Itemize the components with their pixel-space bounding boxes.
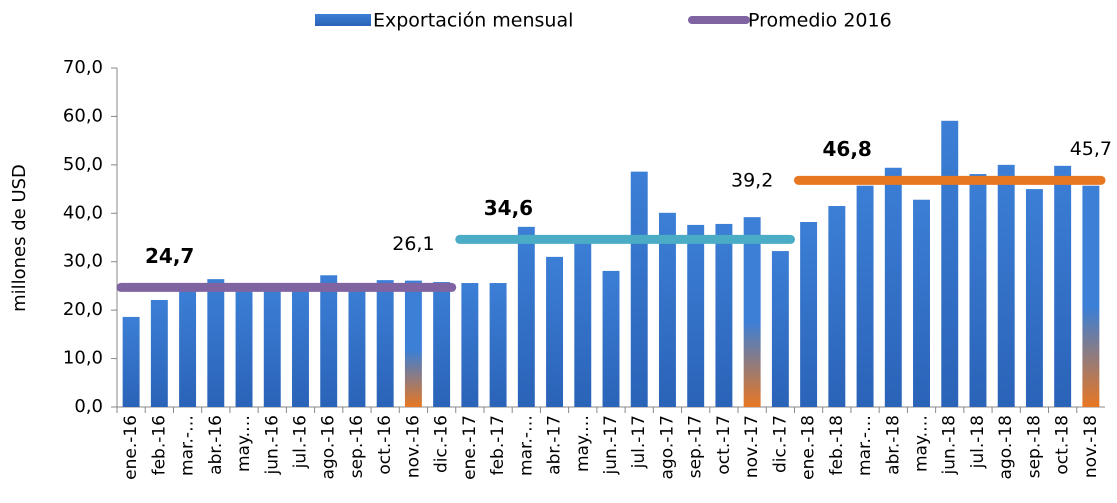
y-tick-label: 40,0 (63, 202, 103, 223)
bar (489, 283, 507, 407)
bar (1054, 165, 1072, 407)
x-tick-label: sep.-18 (1024, 415, 1044, 478)
x-tick-label: may.… (234, 415, 254, 472)
x-tick-label: oct.-16 (375, 415, 395, 475)
x-tick-label: jun.-17 (601, 415, 621, 475)
bar (715, 223, 733, 407)
bar (404, 280, 422, 407)
bar (630, 171, 648, 407)
bar (376, 280, 394, 407)
bar (884, 167, 902, 407)
x-tick-label: abr.-17 (545, 415, 565, 475)
x-tick-label: mar.-… (855, 415, 875, 476)
x-tick-label: ago.-17 (657, 415, 677, 479)
x-tick-label: feb.-16 (149, 415, 169, 475)
bar (969, 174, 987, 407)
average-label: 46,8 (822, 137, 871, 161)
bar (150, 299, 168, 407)
bar (433, 282, 451, 407)
x-tick-label: nov.-17 (742, 415, 762, 478)
bar (1025, 189, 1043, 407)
y-tick-label: 20,0 (63, 299, 103, 320)
x-tick-label: jun.-18 (940, 415, 960, 475)
legend-label: Promedio 2016 (748, 10, 892, 32)
x-tick-label: abr.-18 (883, 415, 903, 475)
bar (602, 270, 620, 407)
x-tick-label: sep.-17 (686, 415, 706, 478)
y-tick-label: 10,0 (63, 348, 103, 369)
x-tick-label: ago.-18 (996, 415, 1016, 479)
data-label: 39,2 (731, 170, 773, 192)
x-tick-label: nov.-18 (1081, 415, 1101, 478)
x-tick-label: mar.-… (178, 415, 198, 476)
x-tick-label: jul.-17 (629, 415, 649, 469)
bar (771, 251, 789, 407)
y-tick-label: 0,0 (74, 396, 103, 417)
y-tick-label: 30,0 (63, 251, 103, 272)
x-tick-label: oct.-17 (714, 415, 734, 475)
bar (320, 275, 338, 407)
legend-label: Exportación mensual (373, 10, 573, 32)
x-tick-label: dic.-16 (432, 415, 452, 473)
x-tick-label: oct.-18 (1053, 415, 1073, 475)
bar (913, 199, 930, 407)
x-tick-label: sep.-16 (347, 415, 367, 478)
bar (461, 283, 479, 407)
x-tick-label: dic.-17 (770, 415, 790, 473)
x-tick-label: may.… (573, 415, 593, 472)
data-label: 26,1 (392, 233, 434, 255)
bar (574, 241, 592, 407)
x-tick-label: mar.-… (516, 415, 536, 476)
average-label: 34,6 (484, 196, 533, 220)
x-tick-label: jul.-18 (968, 415, 988, 469)
x-tick-label: feb.-17 (488, 415, 508, 475)
bar (1082, 185, 1100, 407)
x-tick-label: ene.-16 (121, 415, 141, 480)
y-tick-label: 50,0 (63, 154, 103, 175)
bar (517, 226, 535, 407)
bar (122, 316, 140, 407)
x-tick-label: ene.-18 (799, 415, 819, 480)
x-tick-label: feb.-18 (827, 415, 847, 475)
bar (546, 256, 564, 407)
bar (179, 288, 197, 407)
bar (941, 120, 959, 407)
x-tick-label: ago.-16 (319, 415, 339, 479)
bar (658, 212, 676, 407)
bar (348, 283, 366, 407)
x-tick-label: ene.-17 (460, 415, 480, 480)
y-tick-label: 60,0 (63, 105, 103, 126)
bar (800, 222, 818, 407)
bar (997, 164, 1015, 407)
bar (743, 217, 761, 407)
x-tick-label: abr.-16 (206, 415, 226, 475)
average-label: 24,7 (145, 244, 194, 268)
bar (687, 224, 705, 407)
x-tick-label: may.… (912, 415, 932, 472)
bar (235, 285, 253, 407)
bar (856, 185, 874, 407)
x-tick-label: jun.-16 (262, 415, 282, 475)
bar (828, 206, 846, 407)
y-tick-label: 70,0 (63, 57, 103, 78)
bar (207, 279, 225, 407)
bar (263, 288, 281, 407)
y-axis-label: millones de USD (9, 164, 30, 312)
legend-swatch (315, 14, 371, 26)
bar (292, 285, 309, 407)
x-tick-label: jul.-16 (290, 415, 310, 469)
data-label: 45,7 (1070, 138, 1112, 160)
x-tick-label: nov.-16 (403, 415, 423, 478)
